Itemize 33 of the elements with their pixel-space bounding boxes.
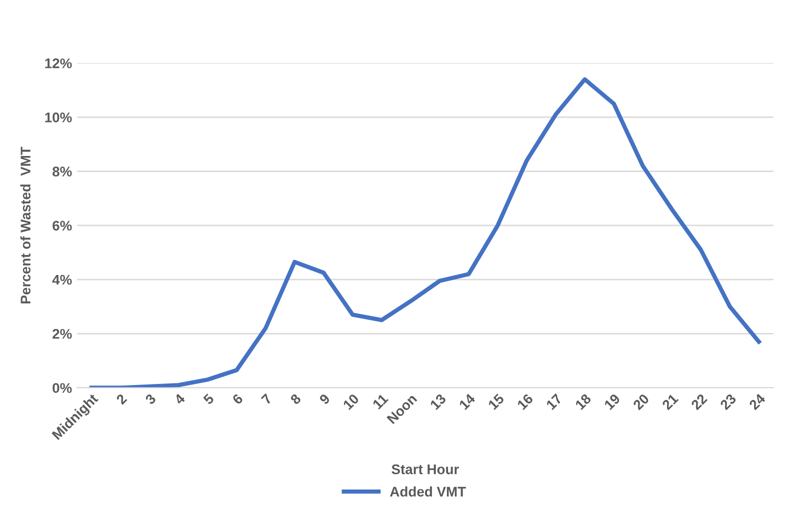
- x-tick-label: 2: [116, 393, 128, 405]
- x-axis-title: Start Hour: [392, 464, 459, 474]
- x-tick-label: 13: [430, 393, 447, 410]
- y-tick-label: 0%: [52, 383, 72, 393]
- y-tick-label: 10%: [45, 112, 72, 122]
- x-tick-label: 5: [202, 393, 215, 405]
- legend-label: Added VMT: [390, 486, 466, 497]
- y-tick-label: 6%: [52, 220, 72, 231]
- y-axis-title: Percent of Wasted VMT: [20, 146, 31, 304]
- x-tick-label: 11: [372, 393, 389, 410]
- x-tick-label: 15: [488, 393, 505, 410]
- x-tick-label: 9: [318, 393, 330, 405]
- y-tick-label: 4%: [52, 274, 72, 285]
- x-tick-label: 14: [458, 393, 476, 410]
- x-tick-label: 18: [574, 393, 592, 410]
- x-tick-label: 23: [720, 393, 737, 410]
- x-tick-label: 21: [661, 393, 679, 410]
- x-tick-label: 8: [290, 393, 302, 405]
- x-tick-label: 20: [632, 393, 650, 410]
- x-tick-label: 17: [546, 393, 562, 410]
- x-tick-label: 22: [690, 393, 708, 410]
- x-tick-label: 24: [748, 392, 766, 410]
- x-tick-label: 4: [174, 393, 186, 406]
- x-tick-label: 10: [342, 393, 360, 410]
- line-series: [89, 77, 761, 388]
- x-tick-label: 16: [516, 393, 534, 410]
- y-tick-label: 12%: [45, 58, 72, 68]
- x-tick-label: 19: [604, 393, 621, 410]
- x-tick-label: 6: [232, 393, 244, 405]
- y-tick-label: 8%: [52, 166, 72, 176]
- x-tick-label: 3: [144, 393, 156, 406]
- y-tick-label: 2%: [52, 328, 72, 339]
- x-tick-label: 7: [260, 393, 272, 405]
